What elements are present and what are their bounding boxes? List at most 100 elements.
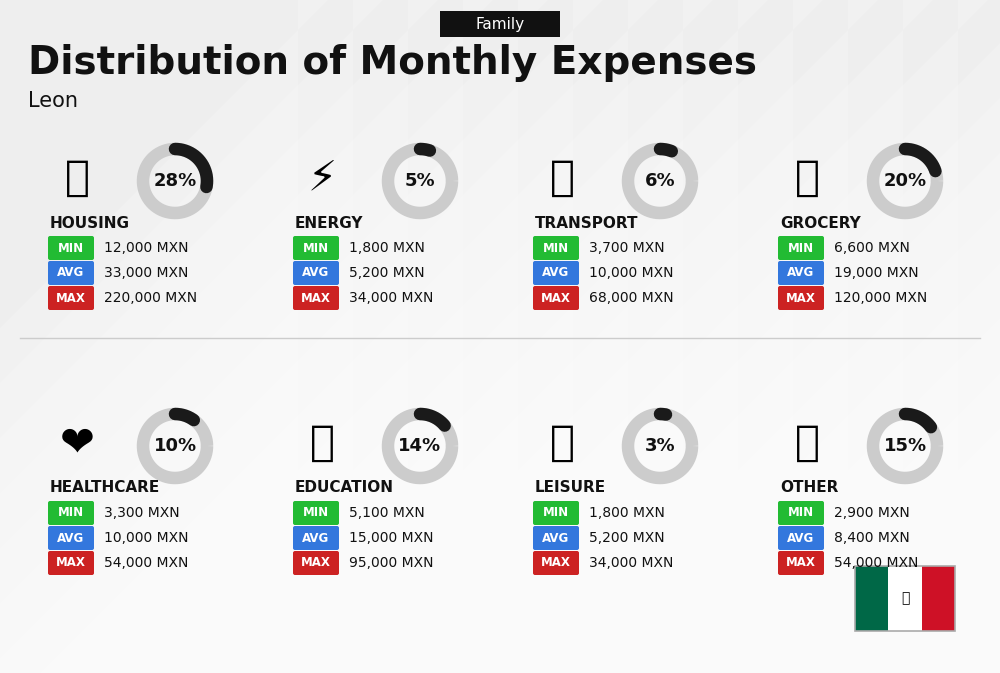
FancyBboxPatch shape [48,501,94,525]
FancyBboxPatch shape [855,565,888,631]
Text: ⚡: ⚡ [307,157,337,199]
FancyBboxPatch shape [778,526,824,550]
FancyBboxPatch shape [48,236,94,260]
FancyBboxPatch shape [48,551,94,575]
Text: MAX: MAX [301,557,331,569]
Text: TRANSPORT: TRANSPORT [535,215,639,230]
Text: 6,600 MXN: 6,600 MXN [834,241,910,255]
FancyBboxPatch shape [533,286,579,310]
Text: AVG: AVG [542,532,570,544]
Text: LEISURE: LEISURE [535,481,606,495]
Text: 3,300 MXN: 3,300 MXN [104,506,180,520]
Text: 10,000 MXN: 10,000 MXN [104,531,188,545]
Text: 15,000 MXN: 15,000 MXN [349,531,434,545]
Text: Distribution of Monthly Expenses: Distribution of Monthly Expenses [28,44,757,82]
Text: 🦅: 🦅 [901,591,909,605]
Text: 33,000 MXN: 33,000 MXN [104,266,188,280]
Text: 🛒: 🛒 [794,157,820,199]
Text: MIN: MIN [303,507,329,520]
Text: OTHER: OTHER [780,481,838,495]
Text: 🛍: 🛍 [550,422,574,464]
FancyBboxPatch shape [293,551,339,575]
FancyBboxPatch shape [293,501,339,525]
Text: MIN: MIN [788,507,814,520]
Text: 🏢: 🏢 [64,157,90,199]
FancyBboxPatch shape [922,565,955,631]
Text: 12,000 MXN: 12,000 MXN [104,241,188,255]
FancyBboxPatch shape [48,261,94,285]
FancyBboxPatch shape [533,551,579,575]
FancyBboxPatch shape [293,261,339,285]
Text: AVG: AVG [302,532,330,544]
FancyBboxPatch shape [48,526,94,550]
Text: AVG: AVG [57,267,85,279]
Text: 3,700 MXN: 3,700 MXN [589,241,665,255]
Text: MIN: MIN [543,507,569,520]
Text: 2,900 MXN: 2,900 MXN [834,506,910,520]
FancyBboxPatch shape [778,261,824,285]
Text: 8,400 MXN: 8,400 MXN [834,531,910,545]
Text: 54,000 MXN: 54,000 MXN [104,556,188,570]
Text: 15%: 15% [883,437,927,455]
Text: 5,100 MXN: 5,100 MXN [349,506,425,520]
Text: 1,800 MXN: 1,800 MXN [589,506,665,520]
Text: Leon: Leon [28,91,78,111]
Text: MAX: MAX [301,291,331,304]
Text: AVG: AVG [302,267,330,279]
Text: AVG: AVG [542,267,570,279]
Text: Family: Family [475,17,525,32]
Text: MAX: MAX [56,291,86,304]
Text: MAX: MAX [786,557,816,569]
Text: MAX: MAX [786,291,816,304]
Text: 34,000 MXN: 34,000 MXN [349,291,433,305]
Text: 5,200 MXN: 5,200 MXN [349,266,425,280]
FancyBboxPatch shape [778,501,824,525]
Text: 34,000 MXN: 34,000 MXN [589,556,673,570]
Text: AVG: AVG [57,532,85,544]
FancyBboxPatch shape [293,286,339,310]
Text: ❤: ❤ [60,422,94,464]
Text: 5,200 MXN: 5,200 MXN [589,531,665,545]
Text: HEALTHCARE: HEALTHCARE [50,481,160,495]
FancyBboxPatch shape [778,286,824,310]
Text: 28%: 28% [153,172,197,190]
Text: 120,000 MXN: 120,000 MXN [834,291,927,305]
FancyBboxPatch shape [533,526,579,550]
Text: ENERGY: ENERGY [295,215,364,230]
Text: HOUSING: HOUSING [50,215,130,230]
Text: MAX: MAX [56,557,86,569]
Text: EDUCATION: EDUCATION [295,481,394,495]
Text: 20%: 20% [883,172,927,190]
FancyBboxPatch shape [48,286,94,310]
Text: 220,000 MXN: 220,000 MXN [104,291,197,305]
Text: 3%: 3% [645,437,675,455]
Text: 10,000 MXN: 10,000 MXN [589,266,674,280]
Text: 19,000 MXN: 19,000 MXN [834,266,919,280]
FancyBboxPatch shape [293,526,339,550]
Text: MIN: MIN [303,242,329,254]
Text: 1,800 MXN: 1,800 MXN [349,241,425,255]
Text: MIN: MIN [58,242,84,254]
Text: 💰: 💰 [794,422,820,464]
Text: MAX: MAX [541,557,571,569]
Text: MIN: MIN [543,242,569,254]
Text: 🚌: 🚌 [550,157,574,199]
Text: MAX: MAX [541,291,571,304]
FancyBboxPatch shape [778,236,824,260]
Text: AVG: AVG [787,532,815,544]
FancyBboxPatch shape [533,236,579,260]
FancyBboxPatch shape [440,11,560,37]
Text: 54,000 MXN: 54,000 MXN [834,556,918,570]
FancyBboxPatch shape [533,501,579,525]
Text: 14%: 14% [398,437,442,455]
Text: 68,000 MXN: 68,000 MXN [589,291,674,305]
FancyBboxPatch shape [293,236,339,260]
Text: GROCERY: GROCERY [780,215,861,230]
Text: 5%: 5% [405,172,435,190]
Text: 6%: 6% [645,172,675,190]
FancyBboxPatch shape [533,261,579,285]
FancyBboxPatch shape [888,565,922,631]
Text: 95,000 MXN: 95,000 MXN [349,556,434,570]
Text: MIN: MIN [58,507,84,520]
Text: MIN: MIN [788,242,814,254]
